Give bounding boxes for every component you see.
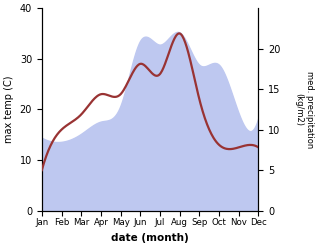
Y-axis label: max temp (C): max temp (C) <box>4 76 14 143</box>
X-axis label: date (month): date (month) <box>111 233 189 243</box>
Y-axis label: med. precipitation
(kg/m2): med. precipitation (kg/m2) <box>294 71 314 148</box>
